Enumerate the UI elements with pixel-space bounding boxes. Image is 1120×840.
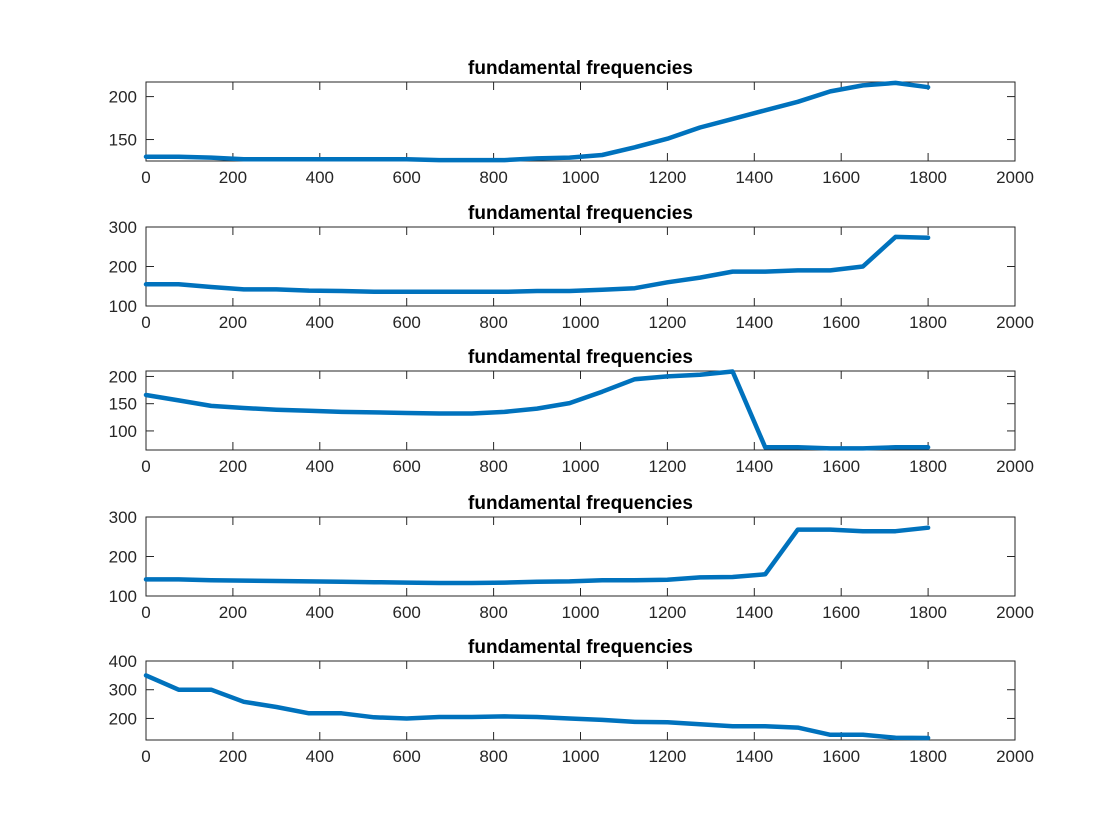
subplot-1-axes xyxy=(145,81,1016,162)
subplot-3-xtick-label: 1200 xyxy=(648,457,686,476)
subplot-3-xtick-label: 0 xyxy=(141,457,150,476)
subplot-4-axes xyxy=(145,516,1016,597)
subplot-4-ytick-label: 300 xyxy=(109,508,137,527)
subplot-2-title: fundamental frequencies xyxy=(468,203,693,224)
subplot-2-xtick-label: 1200 xyxy=(648,313,686,332)
subplot-2-ytick-label: 200 xyxy=(109,258,137,277)
subplot-2-xtick-label: 1600 xyxy=(822,313,860,332)
subplot-4-ytick-label: 200 xyxy=(109,548,137,567)
subplot-4-xtick-label: 1200 xyxy=(648,603,686,622)
subplot-2-ytick-label: 100 xyxy=(109,297,137,316)
subplot-5-ytick-label: 400 xyxy=(109,652,137,671)
subplot-4-xtick-label: 1400 xyxy=(735,603,773,622)
subplot-2-axes xyxy=(145,226,1016,307)
subplot-5-xtick-label: 2000 xyxy=(996,747,1034,766)
subplot-2-xtick-label: 600 xyxy=(393,313,421,332)
subplot-2-xtick-label: 0 xyxy=(141,313,150,332)
subplot-2-ticks: 0 200 400 600 800 1000 1200 1400 1600 1800 2000 100… xyxy=(109,218,1034,332)
subplot-1-ytick-label: 200 xyxy=(109,88,137,107)
subplot-4-xtick-label: 400 xyxy=(306,603,334,622)
subplot-1-xtick-label: 2000 xyxy=(996,168,1034,187)
subplot-2-xtick-label: 2000 xyxy=(996,313,1034,332)
subplot-1-xtick-label: 1800 xyxy=(909,168,947,187)
subplot-3-xtick-label: 1400 xyxy=(735,457,773,476)
subplot-4-xtick-label: 200 xyxy=(219,603,247,622)
subplot-5-ticks: 0 200 400 600 800 1000 1200 1400 1600 1800 2000200… xyxy=(109,652,1034,766)
subplot-1-xtick-label: 1000 xyxy=(562,168,600,187)
subplot-2-ytick-label: 300 xyxy=(109,218,137,237)
subplot-5-xtick-label: 600 xyxy=(393,747,421,766)
subplot-5-xtick-label: 800 xyxy=(479,747,507,766)
subplot-2-xtick-label: 800 xyxy=(479,313,507,332)
subplot-2-series-line xyxy=(143,234,931,295)
subplot-1-xtick-label: 1400 xyxy=(735,168,773,187)
subplot-1-xtick-label: 1600 xyxy=(822,168,860,187)
subplot-1-xtick-label: 1200 xyxy=(648,168,686,187)
subplot-4: fundamental frequencies 0 200 400 600 800 100… xyxy=(109,493,1034,622)
subplot-5-xtick-label: 1600 xyxy=(822,747,860,766)
subplot-2-xtick-label: 200 xyxy=(219,313,247,332)
subplot-1-xtick-label: 200 xyxy=(219,168,247,187)
subplot-5-ytick-label: 300 xyxy=(109,681,137,700)
subplot-4-series-line xyxy=(143,525,931,586)
subplot-3-xtick-label: 600 xyxy=(393,457,421,476)
subplot-3-ytick-label: 100 xyxy=(109,422,137,441)
subplot-3-ytick-label: 150 xyxy=(109,395,137,414)
subplot-4-xtick-label: 800 xyxy=(479,603,507,622)
subplot-1-title: fundamental frequencies xyxy=(468,58,693,79)
subplot-3-xtick-label: 200 xyxy=(219,457,247,476)
subplot-1-ticks: 0 200 400 600 800 1000 1200 1400 1600 1800 2000 150… xyxy=(109,82,1034,187)
subplot-4-ytick-label: 100 xyxy=(109,587,137,606)
subplot-1-xtick-label: 0 xyxy=(141,168,150,187)
subplot-2-xtick-label: 1000 xyxy=(562,313,600,332)
subplot-1: fundamental frequencies 0 200 400 600 800 100… xyxy=(109,58,1034,187)
subplot-4-xtick-label: 1800 xyxy=(909,603,947,622)
subplot-3-ticks: 0 200 400 600 800 1000 1200 1400 1600 1800 2000 100… xyxy=(109,367,1034,476)
subplot-2: fundamental frequencies 0 200 400 600 800 100… xyxy=(109,203,1034,332)
subplot-1-xtick-label: 600 xyxy=(393,168,421,187)
subplot-3-title: fundamental frequencies xyxy=(468,347,693,368)
subplot-4-title: fundamental frequencies xyxy=(468,493,693,514)
subplot-2-xtick-label: 1400 xyxy=(735,313,773,332)
subplot-5-xtick-label: 400 xyxy=(306,747,334,766)
subplot-3-xtick-label: 2000 xyxy=(996,457,1034,476)
subplot-4-xtick-label: 1000 xyxy=(562,603,600,622)
subplot-1-ytick-label: 150 xyxy=(109,131,137,150)
subplot-1-xtick-label: 800 xyxy=(479,168,507,187)
subplot-5-xtick-label: 200 xyxy=(219,747,247,766)
subplot-5-ytick-label: 200 xyxy=(109,709,137,728)
subplot-4-xtick-label: 1600 xyxy=(822,603,860,622)
subplot-5-xtick-label: 1800 xyxy=(909,747,947,766)
subplot-2-xtick-label: 1800 xyxy=(909,313,947,332)
subplot-4-ticks: 0 200 400 600 800 1000 1200 1400 1600 1800 2000 100… xyxy=(109,508,1034,622)
subplot-4-xtick-label: 2000 xyxy=(996,603,1034,622)
subplot-3-xtick-label: 1800 xyxy=(909,457,947,476)
subplot-3-xtick-label: 800 xyxy=(479,457,507,476)
subplot-3-xtick-label: 1000 xyxy=(562,457,600,476)
subplot-1-series-line xyxy=(143,80,931,163)
subplot-4-xtick-label: 600 xyxy=(393,603,421,622)
subplot-4-xtick-label: 0 xyxy=(141,603,150,622)
subplot-5-xtick-label: 1000 xyxy=(562,747,600,766)
subplot-3-xtick-label: 400 xyxy=(306,457,334,476)
subplot-5-series-line xyxy=(143,673,931,741)
subplot-5-xtick-label: 1200 xyxy=(648,747,686,766)
subplot-3-ytick-label: 200 xyxy=(109,367,137,386)
subplot-2-xtick-label: 400 xyxy=(306,313,334,332)
subplot-5-xtick-label: 1400 xyxy=(735,747,773,766)
subplot-5-axes xyxy=(145,660,1016,741)
subplot-5-xtick-label: 0 xyxy=(141,747,150,766)
subplot-5-title: fundamental frequencies xyxy=(468,637,693,658)
subplot-5: fundamental frequencies 0 200 400 600 800 100… xyxy=(109,637,1034,766)
subplot-3-xtick-label: 1600 xyxy=(822,457,860,476)
subplot-1-xtick-label: 400 xyxy=(306,168,334,187)
subplot-3: fundamental frequencies 0 200 400 600 800 100… xyxy=(109,347,1034,476)
subplot-3-series-line xyxy=(143,369,931,451)
